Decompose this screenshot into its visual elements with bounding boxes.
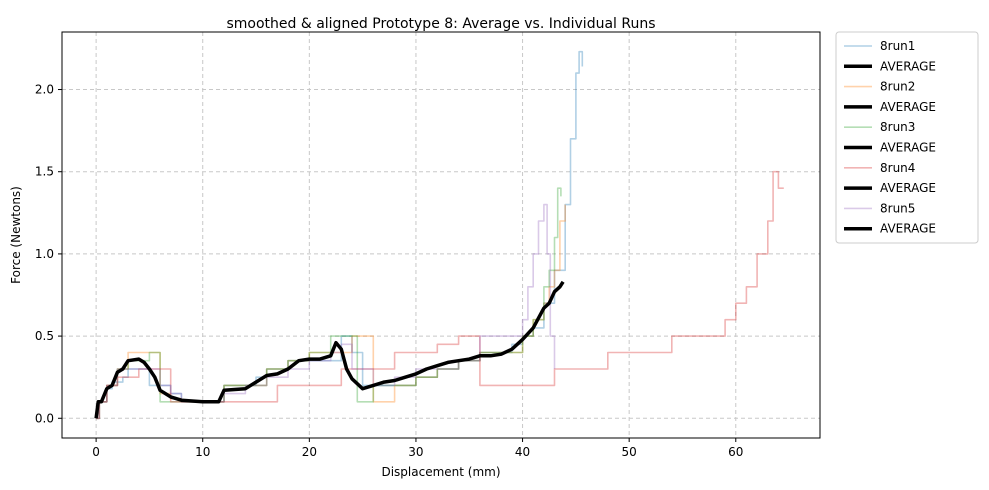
x-tick-label: 60 <box>728 445 743 459</box>
legend-label: 8run2 <box>880 80 915 94</box>
grid <box>62 32 820 438</box>
y-tick-label: 1.5 <box>35 165 54 179</box>
legend-label: AVERAGE <box>880 100 936 114</box>
x-tick-label: 10 <box>195 445 210 459</box>
x-tick-label: 20 <box>302 445 317 459</box>
legend-label: AVERAGE <box>880 181 936 195</box>
y-tick-label: 1.0 <box>35 247 54 261</box>
x-axis-label: Displacement (mm) <box>381 465 500 479</box>
x-tick-label: 50 <box>622 445 637 459</box>
legend-label: 8run5 <box>880 201 915 215</box>
series-line-8run2 <box>96 204 566 420</box>
legend-label: AVERAGE <box>880 222 936 236</box>
y-tick-label: 0.5 <box>35 329 54 343</box>
legend-label: 8run1 <box>880 39 915 53</box>
series-line-8run5 <box>96 203 556 420</box>
y-tick-label: 0.0 <box>35 411 54 425</box>
y-axis-label: Force (Newtons) <box>9 186 23 284</box>
x-tick-label: 40 <box>515 445 530 459</box>
legend-label: 8run3 <box>880 120 915 134</box>
chart-title: smoothed & aligned Prototype 8: Average … <box>226 16 655 32</box>
series-line-average <box>94 280 565 419</box>
axis-ticks: 0 10 20 30 40 50 60 0.0 0.5 1.0 1.5 2.0 <box>35 83 744 459</box>
series-line-8run4 <box>96 170 784 420</box>
y-tick-label: 2.0 <box>35 83 54 97</box>
legend-label: AVERAGE <box>880 141 936 155</box>
legend-box <box>835 31 979 244</box>
x-tick-label: 0 <box>92 445 100 459</box>
plot-frame <box>61 31 821 439</box>
x-tick-label: 30 <box>408 445 423 459</box>
legend: 8run1 AVERAGE 8run2 AVERAGE 8run3 AVERAGE 8run… <box>835 31 979 244</box>
legend-label: 8run4 <box>880 161 915 175</box>
series-group <box>94 50 784 420</box>
legend-label: AVERAGE <box>880 59 936 73</box>
